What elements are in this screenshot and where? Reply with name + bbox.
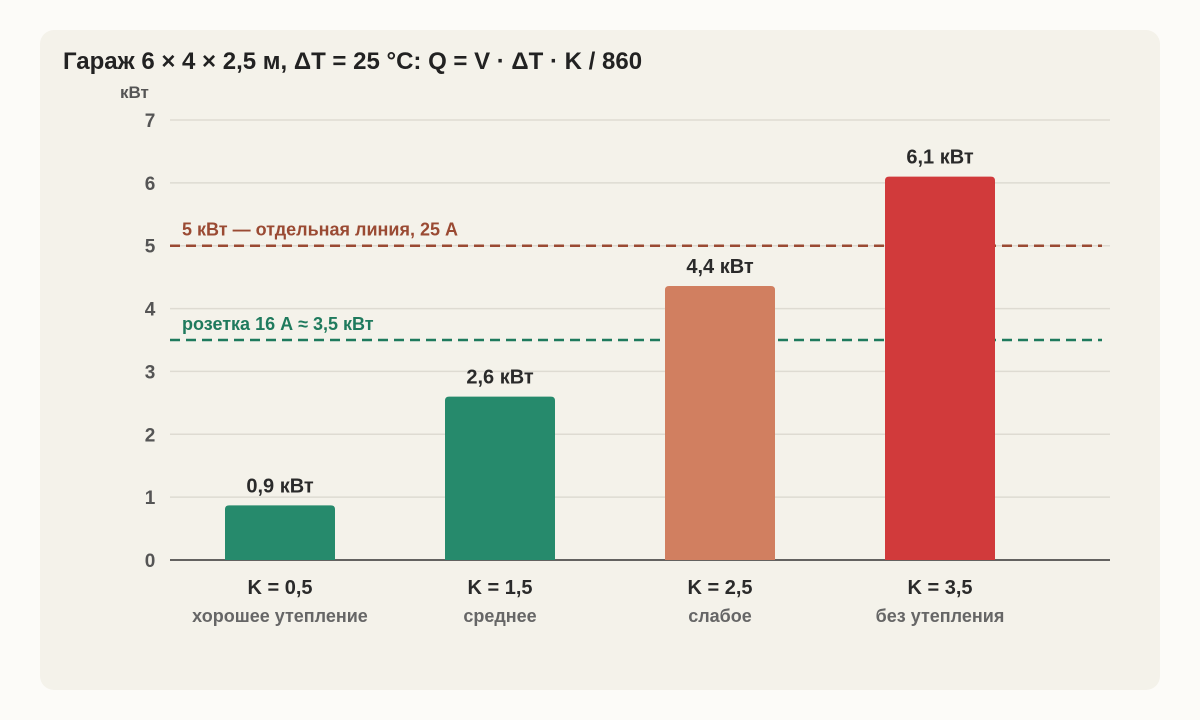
y-tick-label: 7 [145,111,156,132]
x-category-label: K = 3,5 [907,577,972,599]
y-tick-label: 3 [145,362,156,383]
bar-value-label: 0,9 кВт [246,475,314,497]
bar [665,285,775,560]
y-tick-label: 4 [145,300,156,321]
y-tick-label: 5 [145,237,156,258]
y-tick-label: 1 [145,488,156,509]
y-axis-unit: кВт [120,83,149,102]
reference-line-label: розетка 16 А ≈ 3,5 кВт [182,314,374,334]
x-category-label: K = 2,5 [687,577,752,599]
y-tick-label: 2 [145,425,156,446]
y-tick-label: 0 [145,551,156,572]
y-tick-label: 6 [145,174,156,195]
x-category-label: K = 1,5 [467,577,532,599]
bar [885,176,995,561]
bar [225,505,335,560]
x-category-subtitle: без утепления [876,606,1005,626]
bar-value-label: 4,4 кВт [686,256,754,278]
bar [445,396,555,560]
bar-value-label: 2,6 кВт [466,367,534,389]
x-category-subtitle: хорошее утепление [192,606,368,626]
reference-line-label: 5 кВт — отдельная линия, 25 А [182,220,458,240]
bar-value-label: 6,1 кВт [906,147,974,169]
x-category-subtitle: среднее [463,606,536,626]
x-category-subtitle: слабое [688,606,752,626]
chart-title: Гараж 6 × 4 × 2,5 м, ΔT = 25 °C: Q = V ·… [63,48,642,75]
x-category-label: K = 0,5 [247,577,312,599]
